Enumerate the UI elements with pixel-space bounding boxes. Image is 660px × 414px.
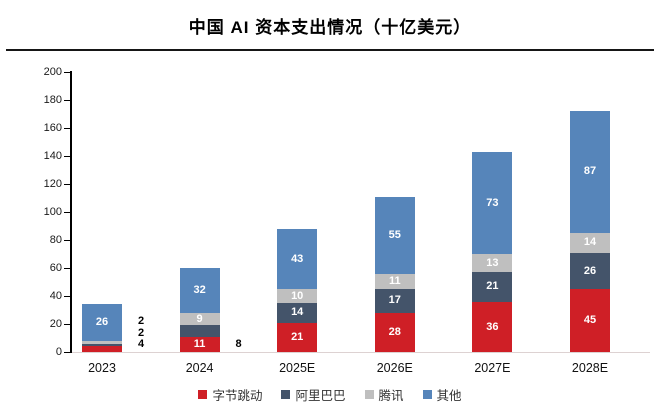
- y-tick-label: 120: [43, 177, 62, 190]
- bar-segment-2026E: [374, 196, 415, 274]
- y-tick-mark: [64, 127, 71, 129]
- bar-segment-2023: [82, 343, 122, 347]
- bar-value-label: 11: [193, 337, 206, 350]
- bar-segment-2023: [82, 304, 122, 341]
- y-tick-label: 60: [49, 261, 62, 274]
- bar-value-label: 13: [486, 257, 499, 269]
- bar-segment-2024: [179, 336, 220, 352]
- title-divider: [6, 49, 654, 51]
- legend-swatch: [198, 390, 208, 399]
- y-tick-mark: [64, 155, 71, 157]
- bar-value-label: 28: [388, 325, 401, 338]
- bar-segment-2028E: [570, 111, 610, 233]
- outside-value-label: 4: [137, 338, 145, 351]
- legend-swatch: [281, 390, 291, 399]
- y-tick-mark: [64, 239, 71, 241]
- y-tick-label: 160: [43, 121, 62, 134]
- y-tick-mark: [64, 323, 71, 325]
- bar-segment-2027E: [472, 301, 513, 352]
- outside-value-label: 2: [137, 315, 145, 328]
- y-tick-label: 140: [43, 149, 62, 162]
- x-axis-label-2023: 2023: [88, 361, 116, 375]
- y-tick-mark: [64, 99, 71, 101]
- bar-value-label: 26: [95, 316, 109, 329]
- legend: 字节跳动 阿里巴巴 腾讯 其他: [0, 385, 660, 404]
- bar-segment-2027E: [472, 272, 513, 302]
- legend-item-字节跳动: 字节跳动: [198, 385, 262, 404]
- y-tick-mark: [64, 267, 71, 269]
- bar-value-label: 26: [583, 264, 597, 277]
- legend-label: 其他: [436, 389, 462, 403]
- bar-segment-2024: [179, 325, 220, 337]
- legend-label: 阿里巴巴: [295, 389, 346, 403]
- outside-value-label: 2: [137, 326, 145, 339]
- bar-segment-2025E: [277, 289, 318, 303]
- bar-segment-2025E: [277, 322, 318, 352]
- bar-segment-2024: [179, 312, 220, 326]
- y-tick-mark: [64, 183, 71, 185]
- bar-value-label: 14: [583, 236, 597, 248]
- y-tick-mark: [64, 211, 71, 213]
- y-tick-label: 0: [55, 345, 62, 358]
- bar-value-label: 32: [193, 284, 206, 296]
- bar-value-label: 21: [291, 330, 304, 343]
- legend-item-腾讯: 腾讯: [364, 385, 404, 404]
- y-tick-mark: [64, 351, 71, 353]
- legend-swatch: [364, 390, 374, 399]
- bar-value-label: 11: [388, 274, 401, 287]
- bar-segment-2025E: [277, 303, 318, 323]
- y-tick-label: 180: [43, 93, 62, 106]
- x-axis-label-2024: 2024: [185, 361, 214, 375]
- bar-segment-2027E: [472, 151, 513, 254]
- bar-segment-2027E: [472, 254, 513, 273]
- x-axis-label-2027E: 2027E: [474, 361, 511, 375]
- x-axis-label-2025E: 2025E: [279, 361, 316, 375]
- bar-segment-2028E: [570, 252, 610, 289]
- y-tick-label: 200: [43, 65, 62, 78]
- bar-segment-2028E: [570, 233, 610, 253]
- bar-value-label: 87: [583, 165, 597, 178]
- bar-segment-2024: [179, 268, 220, 313]
- bar-segment-2023: [82, 340, 122, 344]
- bar-segment-2025E: [277, 228, 318, 289]
- x-axis-label-2028E: 2028E: [571, 361, 609, 375]
- y-tick-mark: [64, 295, 71, 297]
- bar-value-label: 73: [486, 196, 499, 209]
- chart-title: 中国 AI 资本支出情况（十亿美元）: [188, 18, 472, 37]
- bar-value-label: 55: [388, 228, 401, 241]
- bar-value-label: 43: [291, 252, 304, 265]
- bar-segment-2026E: [374, 312, 415, 352]
- y-tick-mark: [64, 71, 71, 73]
- legend-label: 字节跳动: [212, 389, 263, 403]
- bar-value-label: 17: [388, 294, 401, 306]
- legend-swatch: [422, 390, 432, 399]
- y-axis-line: [70, 71, 72, 353]
- bar-segment-2026E: [374, 273, 415, 289]
- y-tick-label: 100: [43, 205, 62, 218]
- bar-value-label: 9: [196, 312, 203, 325]
- outside-value-label: 8: [235, 338, 242, 351]
- legend-item-阿里巴巴: 阿里巴巴: [281, 385, 346, 404]
- x-axis-label-2026E: 2026E: [376, 361, 413, 375]
- bar-segment-2023: [82, 346, 122, 352]
- legend-label: 腾讯: [378, 389, 404, 403]
- y-tick-label: 20: [49, 317, 62, 330]
- bar-value-label: 21: [486, 280, 499, 293]
- bar-value-label: 14: [291, 306, 304, 318]
- bar-value-label: 36: [486, 320, 499, 333]
- y-tick-label: 80: [49, 233, 62, 246]
- bar-segment-2028E: [570, 289, 610, 352]
- bar-value-label: 10: [291, 290, 304, 302]
- x-axis-baseline: [72, 352, 650, 353]
- bar-segment-2026E: [374, 289, 415, 313]
- y-tick-label: 40: [49, 289, 62, 302]
- outside-value-labels: 8: [228, 339, 250, 351]
- legend-item-其他: 其他: [422, 385, 462, 404]
- bar-value-label: 45: [583, 314, 597, 326]
